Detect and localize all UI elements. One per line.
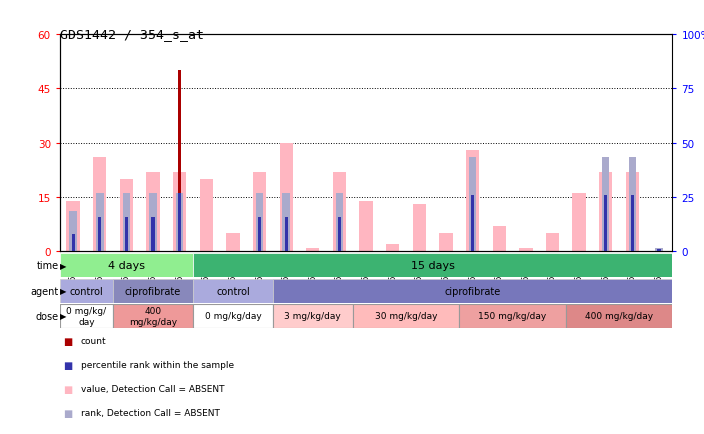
Text: ■: ■ [63, 360, 73, 370]
Bar [173, 172, 187, 252]
Bar [469, 158, 477, 252]
Text: ▶: ▶ [60, 286, 66, 296]
Bar [273, 304, 353, 328]
Bar [439, 233, 453, 252]
Bar [655, 248, 662, 252]
Bar [459, 304, 566, 328]
Bar [176, 194, 184, 252]
Text: rank, Detection Call = ABSENT: rank, Detection Call = ABSENT [81, 408, 220, 417]
Bar [386, 244, 399, 252]
Bar [629, 158, 636, 252]
Bar [471, 195, 474, 252]
Bar [72, 234, 75, 252]
Text: ciprofibrate: ciprofibrate [444, 286, 501, 296]
Text: 400
mg/kg/day: 400 mg/kg/day [129, 306, 177, 326]
Text: 3 mg/kg/day: 3 mg/kg/day [284, 312, 341, 321]
Text: 0 mg/kg/
day: 0 mg/kg/ day [66, 306, 106, 326]
Bar [631, 195, 634, 252]
Bar [60, 304, 113, 328]
Bar [178, 193, 181, 252]
Bar [151, 217, 155, 252]
Bar [546, 233, 559, 252]
Text: ■: ■ [63, 336, 73, 346]
Bar [413, 205, 426, 252]
Bar [113, 279, 193, 303]
Bar [519, 248, 532, 252]
Text: percentile rank within the sample: percentile rank within the sample [81, 361, 234, 369]
Bar [122, 194, 130, 252]
Bar [193, 304, 273, 328]
Bar [66, 201, 80, 252]
Bar [626, 172, 639, 252]
Bar [258, 217, 261, 252]
Text: ▶: ▶ [60, 312, 66, 321]
Bar [193, 254, 672, 278]
Bar [282, 194, 290, 252]
Bar [146, 172, 160, 252]
Text: ■: ■ [63, 384, 73, 394]
Text: GDS1442 / 354_s_at: GDS1442 / 354_s_at [60, 28, 204, 41]
Text: 30 mg/kg/day: 30 mg/kg/day [375, 312, 437, 321]
Bar [125, 217, 128, 252]
Bar [599, 172, 612, 252]
Bar [572, 194, 586, 252]
Bar [493, 227, 506, 252]
Bar [602, 158, 610, 252]
Bar [60, 279, 113, 303]
Bar [333, 172, 346, 252]
Bar [200, 179, 213, 252]
Text: count: count [81, 337, 106, 345]
Bar [658, 250, 660, 252]
Text: value, Detection Call = ABSENT: value, Detection Call = ABSENT [81, 385, 225, 393]
Bar [279, 143, 293, 252]
Text: agent: agent [30, 286, 58, 296]
Text: ■: ■ [63, 408, 73, 418]
Bar [336, 194, 343, 252]
Bar [273, 279, 672, 303]
Bar [604, 195, 608, 252]
Bar [193, 279, 273, 303]
Bar [60, 254, 193, 278]
Bar [466, 151, 479, 252]
Text: 400 mg/kg/day: 400 mg/kg/day [585, 312, 653, 321]
Bar [566, 304, 672, 328]
Bar [98, 217, 101, 252]
Bar [360, 201, 372, 252]
Bar [353, 304, 459, 328]
Bar [226, 233, 239, 252]
Bar [93, 158, 106, 252]
Text: time: time [37, 261, 58, 271]
Bar [113, 304, 193, 328]
Bar [120, 179, 133, 252]
Text: control: control [70, 286, 103, 296]
Bar [70, 212, 77, 252]
Text: 150 mg/kg/day: 150 mg/kg/day [479, 312, 547, 321]
Text: ciprofibrate: ciprofibrate [125, 286, 181, 296]
Bar [256, 194, 263, 252]
Bar [178, 71, 181, 252]
Text: 4 days: 4 days [108, 261, 145, 271]
Text: control: control [216, 286, 250, 296]
Text: 0 mg/kg/day: 0 mg/kg/day [205, 312, 261, 321]
Bar [306, 248, 320, 252]
Bar [149, 194, 157, 252]
Text: ▶: ▶ [60, 261, 66, 270]
Text: dose: dose [35, 311, 58, 321]
Bar [253, 172, 266, 252]
Bar [284, 217, 288, 252]
Bar [338, 217, 341, 252]
Bar [96, 194, 103, 252]
Text: 15 days: 15 days [410, 261, 455, 271]
